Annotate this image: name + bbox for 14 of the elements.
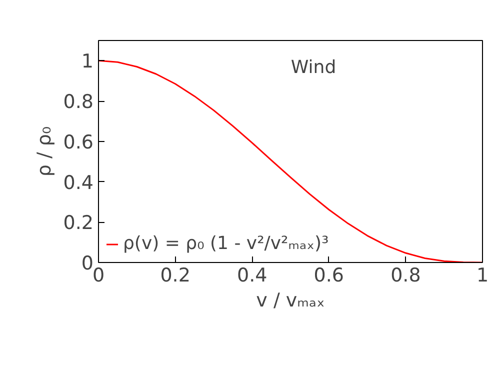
x-tick-label: 0.2 [160, 264, 190, 286]
y-tick-label: 1 [81, 50, 94, 73]
y-tick-label: 0.6 [63, 131, 94, 154]
x-tick-label: 0.8 [390, 264, 421, 286]
x-tick-label: 0.4 [236, 264, 268, 286]
y-axis-title: ρ / ρ₀ [33, 126, 56, 177]
y-tick-label: 0.4 [63, 172, 94, 194]
x-tick-label: 0.6 [314, 264, 344, 286]
x-axis-title: v / vₘₐₓ [256, 290, 325, 312]
x-tick-label: 1 [476, 264, 489, 286]
legend-label: ρ(v) = ρ₀ (1 - v²/v²ₘₐₓ)³ [123, 233, 329, 254]
annotation: Wind [290, 57, 336, 78]
y-tick-label: 0.8 [63, 91, 94, 114]
y-tick-label: 0.2 [63, 212, 94, 234]
